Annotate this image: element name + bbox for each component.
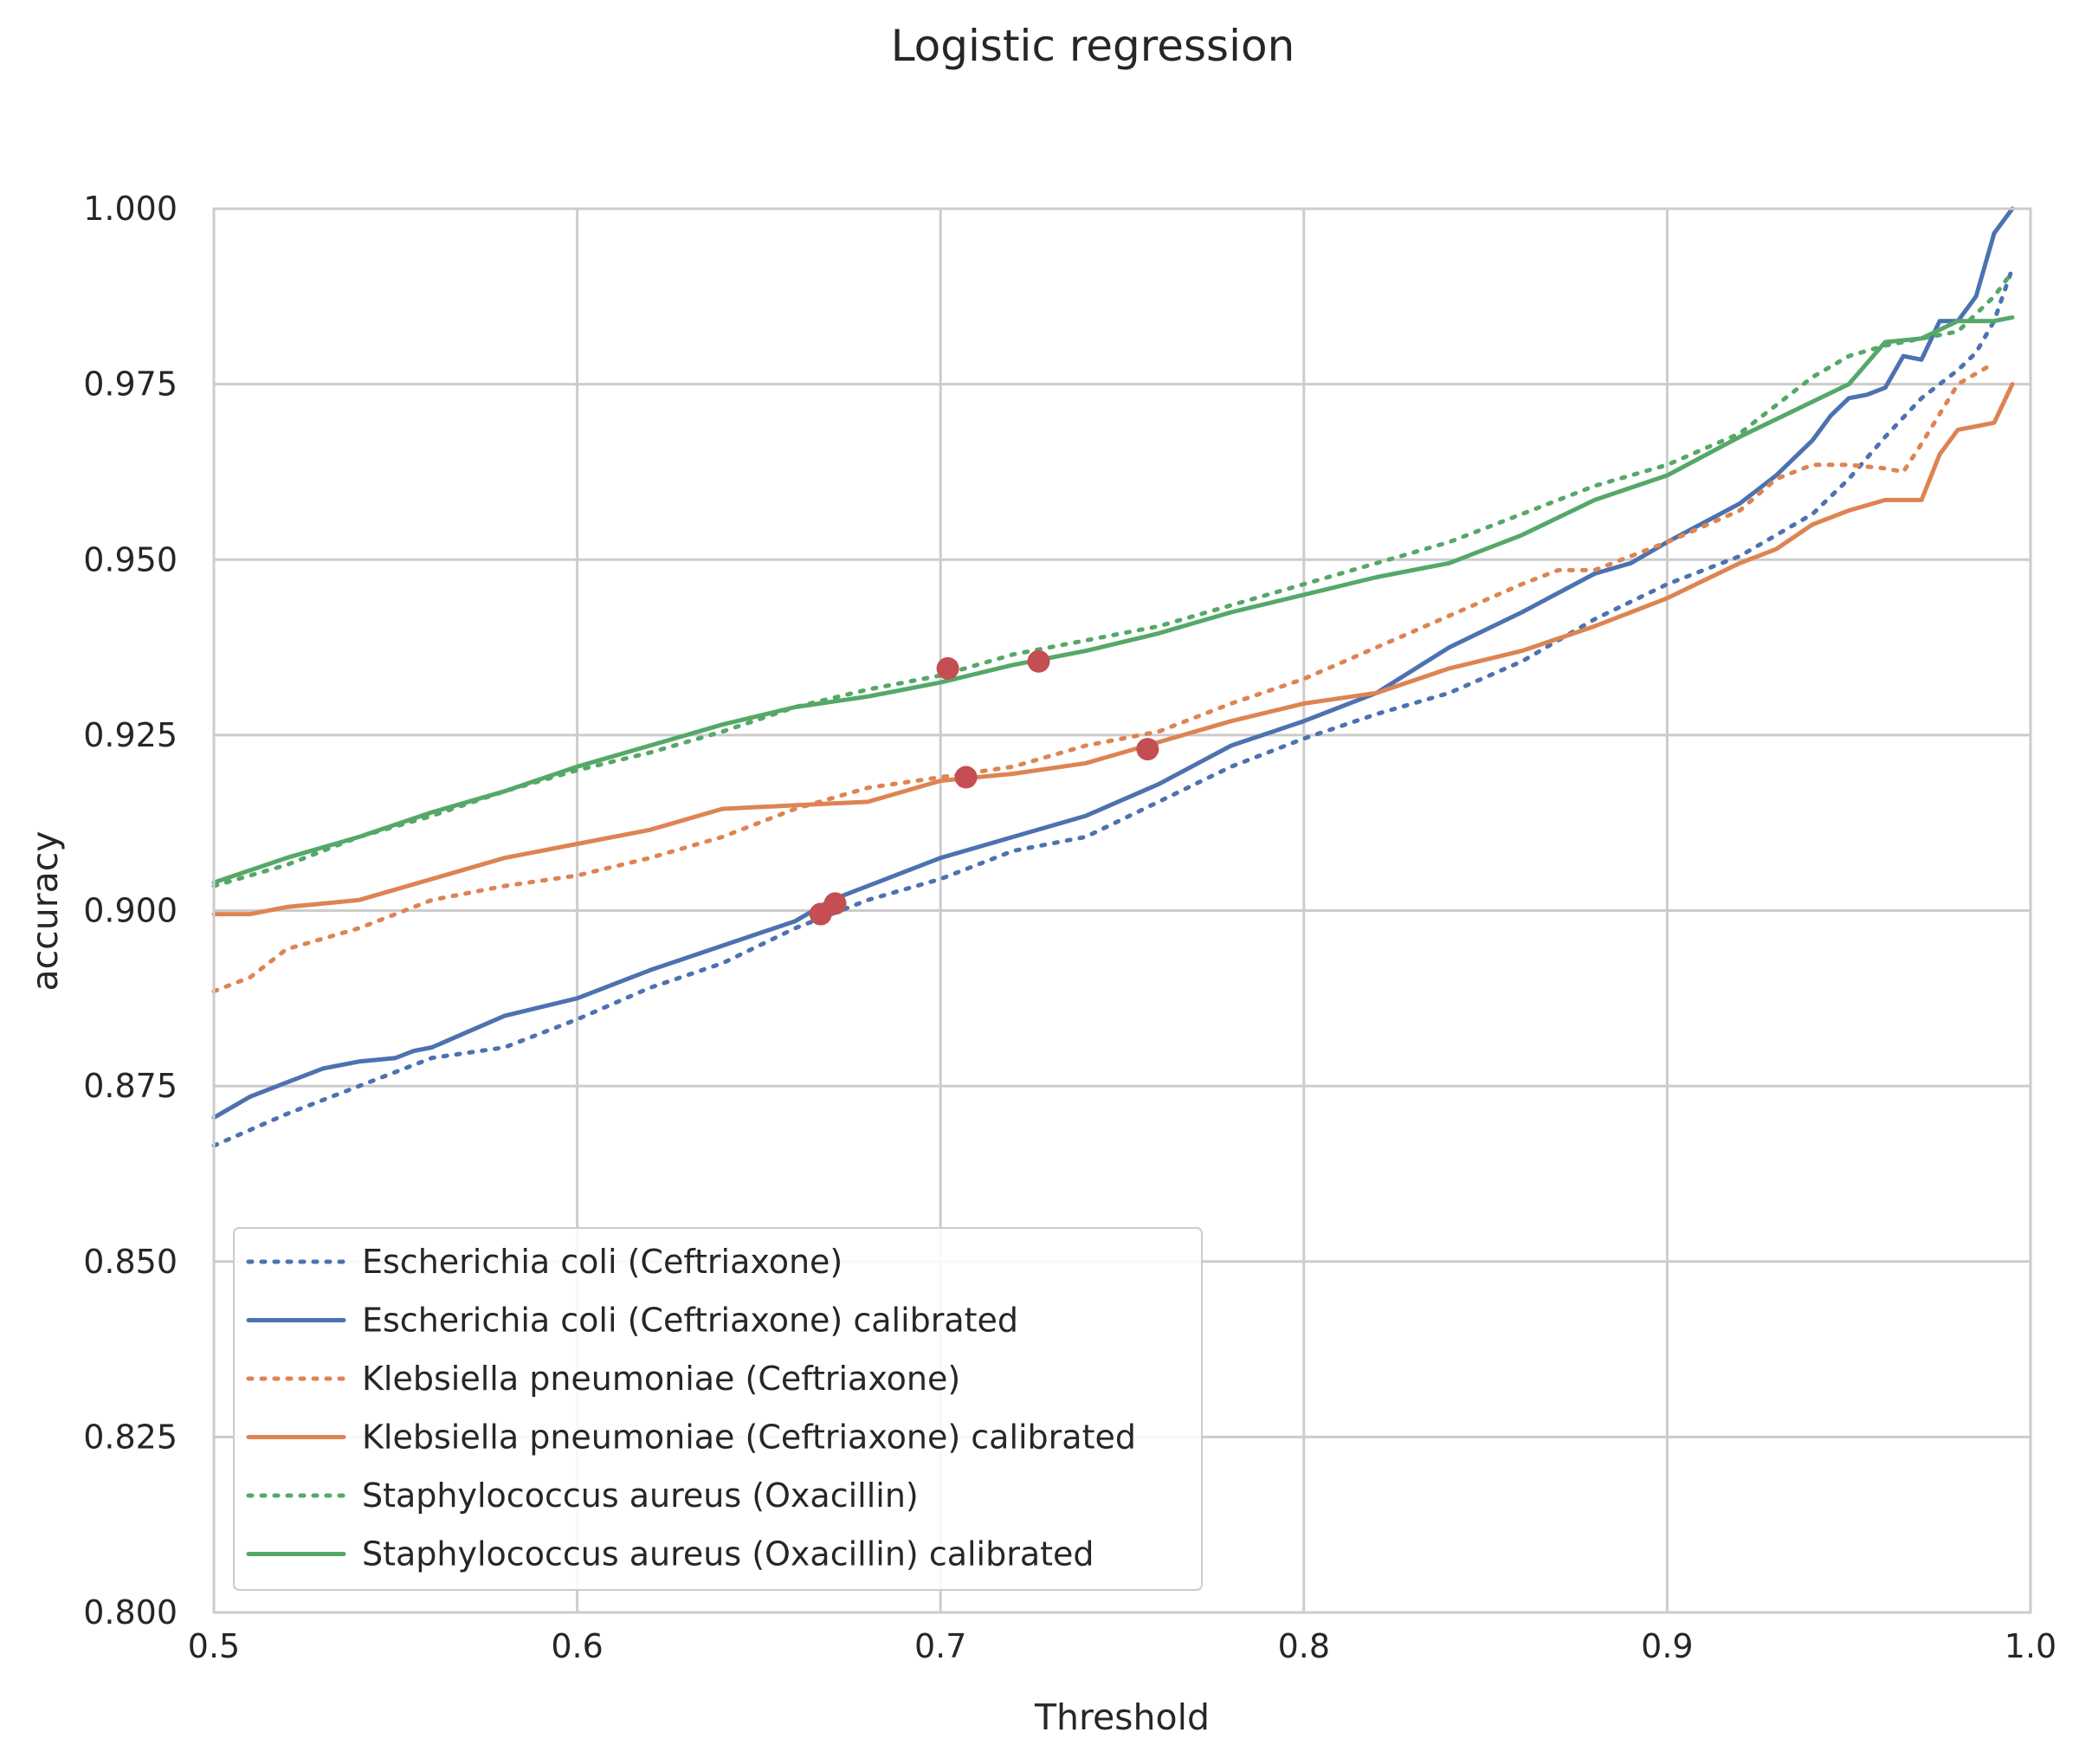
y-tick-label: 0.950 — [83, 540, 178, 578]
legend-label: Staphylococcus aureus (Oxacillin) calibr… — [362, 1535, 1094, 1573]
series-line-2 — [211, 206, 2015, 1121]
x-tick-label: 0.7 — [914, 1627, 966, 1665]
y-axis-label: accuracy — [24, 831, 66, 992]
highlight-marker — [954, 766, 978, 789]
y-tick-label: 0.975 — [83, 365, 178, 404]
y-tick-label: 0.800 — [83, 1593, 178, 1632]
highlight-marker — [1136, 738, 1159, 761]
series-lines — [211, 206, 2015, 1148]
plot-frame — [212, 207, 2032, 1614]
legend: Escherichia coli (Ceftriaxone) Escherichi… — [233, 1227, 1203, 1591]
y-tick-label: 0.925 — [83, 716, 178, 754]
legend-label: Klebsiella pneumoniae (Ceftriaxone) — [362, 1360, 960, 1398]
series-line-5 — [211, 269, 2015, 888]
legend-label: Escherichia coli (Ceftriaxone) calibrate… — [362, 1302, 1018, 1340]
legend-box — [233, 1227, 1203, 1591]
series-line-1 — [211, 266, 2015, 1148]
legend-label: Klebsiella pneumoniae (Ceftriaxone) cali… — [362, 1418, 1136, 1457]
y-tick-label: 0.875 — [83, 1067, 178, 1105]
series-line-4 — [211, 382, 2015, 917]
legend-label: Staphylococcus aureus (Oxacillin) — [362, 1476, 919, 1515]
y-tick-label: 0.850 — [83, 1243, 178, 1281]
x-tick-label: 0.9 — [1641, 1627, 1693, 1665]
tick-labels: 0.5 0.6 0.7 0.8 0.9 1.0 0.800 0.825 0.850 0.875 0.… — [83, 190, 2056, 1665]
x-tick-label: 0.8 — [1278, 1627, 1330, 1665]
x-tick-label: 1.0 — [2005, 1627, 2056, 1665]
y-tick-label: 1.000 — [83, 190, 178, 228]
series-line-3 — [211, 360, 1997, 994]
highlight-marker — [1027, 649, 1050, 673]
y-tick-label: 0.900 — [83, 892, 178, 930]
legend-label: Escherichia coli (Ceftriaxone) — [362, 1243, 843, 1281]
y-tick-label: 0.825 — [83, 1418, 178, 1456]
highlight-marker — [936, 656, 959, 680]
point-markers — [809, 649, 1159, 926]
chart-title: Logistic regression — [891, 21, 1295, 71]
highlight-marker — [823, 892, 847, 915]
series-line-6 — [211, 315, 2015, 885]
x-tick-label: 0.6 — [551, 1627, 603, 1665]
x-tick-label: 0.5 — [188, 1627, 240, 1665]
x-axis-label: Threshold — [1034, 1696, 1210, 1738]
